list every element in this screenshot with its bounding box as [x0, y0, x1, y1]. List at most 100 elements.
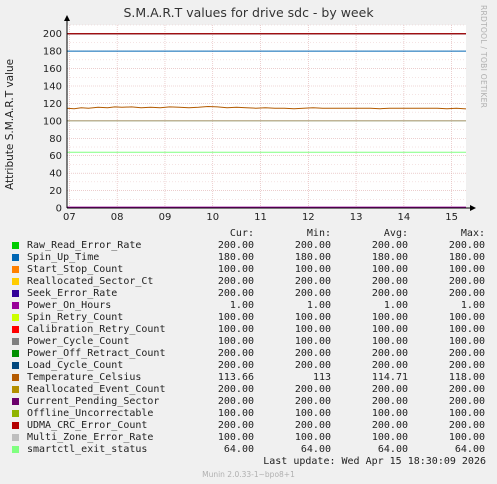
legend-series-name: Calibration_Retry_Count [27, 324, 166, 335]
plot-area [67, 25, 466, 208]
legend-cur-value: 200.00 [217, 276, 254, 287]
legend-cur-value: 200.00 [217, 384, 254, 395]
legend-swatch [12, 254, 19, 261]
x-tick-label: 12 [302, 212, 315, 223]
legend-header-max: Max: [460, 228, 485, 239]
legend-series-name: Power_On_Hours [27, 300, 112, 311]
legend-max-value: 118.00 [448, 372, 485, 383]
y-tick-label: 20 [49, 186, 62, 197]
legend-swatch [12, 242, 19, 249]
legend-series-name: smartctl_exit_status [27, 444, 148, 455]
legend-swatch [12, 326, 19, 333]
legend-max-value: 200.00 [448, 348, 485, 359]
legend-min-value: 100.00 [294, 324, 331, 335]
legend-swatch [12, 422, 19, 429]
legend-avg-value: 200.00 [371, 288, 408, 299]
legend-swatch [12, 398, 19, 405]
legend-max-value: 180.00 [448, 252, 485, 263]
legend-series-name: Load_Cycle_Count [27, 360, 124, 371]
x-tick-label: 10 [206, 212, 219, 223]
legend-min-value: 64.00 [300, 444, 331, 455]
legend-min-value: 100.00 [294, 336, 331, 347]
x-tick-label: 14 [398, 212, 411, 223]
legend-series-name: Start_Stop_Count [27, 264, 124, 275]
legend-avg-value: 180.00 [371, 252, 408, 263]
legend-max-value: 200.00 [448, 240, 485, 251]
legend-series-name: Seek_Error_Rate [27, 288, 118, 299]
legend-cur-value: 200.00 [217, 240, 254, 251]
y-tick-label: 120 [43, 99, 62, 110]
chart-title: S.M.A.R.T values for drive sdc - by week [123, 5, 374, 20]
legend-max-value: 100.00 [448, 408, 485, 419]
legend-max-value: 100.00 [448, 264, 485, 275]
legend-avg-value: 200.00 [371, 360, 408, 371]
legend-avg-value: 114.71 [371, 372, 408, 383]
legend-min-value: 180.00 [294, 252, 331, 263]
legend-swatch [12, 350, 19, 357]
legend-max-value: 100.00 [448, 432, 485, 443]
legend-avg-value: 200.00 [371, 276, 408, 287]
x-tick-label: 08 [111, 212, 124, 223]
legend-swatch [12, 362, 19, 369]
legend-avg-value: 100.00 [371, 432, 408, 443]
legend-avg-value: 200.00 [371, 384, 408, 395]
rrdtool-watermark: RRDTOOL / TOBI OETIKER [479, 5, 488, 109]
y-axis-arrow [64, 15, 70, 21]
y-tick-label: 40 [49, 169, 62, 180]
legend-avg-value: 100.00 [371, 312, 408, 323]
legend-min-value: 200.00 [294, 288, 331, 299]
legend-cur-value: 113.66 [217, 372, 254, 383]
legend-avg-value: 200.00 [371, 348, 408, 359]
legend-max-value: 200.00 [448, 420, 485, 431]
legend-avg-value: 64.00 [377, 444, 408, 455]
legend-min-value: 100.00 [294, 408, 331, 419]
legend-max-value: 64.00 [454, 444, 485, 455]
legend-series-name: Spin_Retry_Count [27, 312, 124, 323]
x-tick-label: 07 [63, 212, 76, 223]
y-tick-label: 180 [43, 47, 62, 58]
legend-header-avg: Avg: [383, 228, 408, 239]
legend-series-name: Reallocated_Event_Count [27, 384, 166, 395]
y-tick-label: 80 [49, 134, 62, 145]
legend-swatch [12, 302, 19, 309]
legend-avg-value: 100.00 [371, 324, 408, 335]
legend-cur-value: 100.00 [217, 312, 254, 323]
legend-swatch [12, 314, 19, 321]
legend-series-name: UDMA_CRC_Error_Count [27, 420, 148, 431]
legend-series-name: Power_Off_Retract_Count [27, 348, 166, 359]
legend-min-value: 200.00 [294, 276, 331, 287]
legend-cur-value: 100.00 [217, 324, 254, 335]
legend-cur-value: 100.00 [217, 432, 254, 443]
legend-min-value: 100.00 [294, 432, 331, 443]
legend-series-name: Multi_Zone_Error_Rate [27, 432, 154, 443]
legend-min-value: 200.00 [294, 384, 331, 395]
legend-cur-value: 1.00 [229, 300, 254, 311]
legend-cur-value: 200.00 [217, 396, 254, 407]
legend-swatch [12, 386, 19, 393]
legend-cur-value: 100.00 [217, 264, 254, 275]
legend-avg-value: 100.00 [371, 408, 408, 419]
legend-avg-value: 100.00 [371, 336, 408, 347]
legend-series-name: Current_Pending_Sector [27, 396, 160, 407]
legend-series-name: Power_Cycle_Count [27, 336, 130, 347]
x-tick-label: 15 [445, 212, 458, 223]
series-line-temperature-celsius [66, 105, 467, 110]
legend-series-name: Temperature_Celsius [27, 372, 142, 383]
legend-cur-value: 100.00 [217, 408, 254, 419]
legend-max-value: 100.00 [448, 336, 485, 347]
legend-avg-value: 200.00 [371, 240, 408, 251]
legend-max-value: 200.00 [448, 276, 485, 287]
legend-swatch [12, 446, 19, 453]
legend-min-value: 200.00 [294, 348, 331, 359]
legend-series-name: Raw_Read_Error_Rate [27, 240, 142, 251]
last-update: Last update: Wed Apr 15 18:30:09 2026 [263, 456, 486, 467]
munin-version: Munin 2.0.33-1~bpo8+1 [202, 470, 295, 479]
legend-series-name: Spin_Up_Time [27, 252, 100, 263]
y-tick-label: 60 [49, 151, 62, 162]
legend-swatch [12, 374, 19, 381]
legend-cur-value: 64.00 [223, 444, 254, 455]
legend-avg-value: 200.00 [371, 420, 408, 431]
legend-max-value: 100.00 [448, 324, 485, 335]
legend-swatch [12, 434, 19, 441]
